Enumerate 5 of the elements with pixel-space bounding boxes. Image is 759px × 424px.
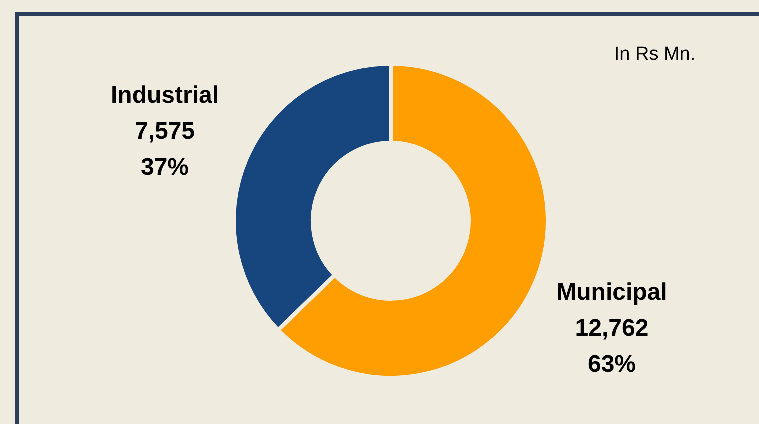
- data-label: 7,575 37%: [134, 118, 196, 181]
- slice-label: Industrial: [110, 82, 220, 109]
- text: In Rs Mn.: [614, 44, 696, 65]
- data-label: 12,762 63%: [575, 315, 649, 378]
- slice-label: Municipal: [556, 279, 668, 306]
